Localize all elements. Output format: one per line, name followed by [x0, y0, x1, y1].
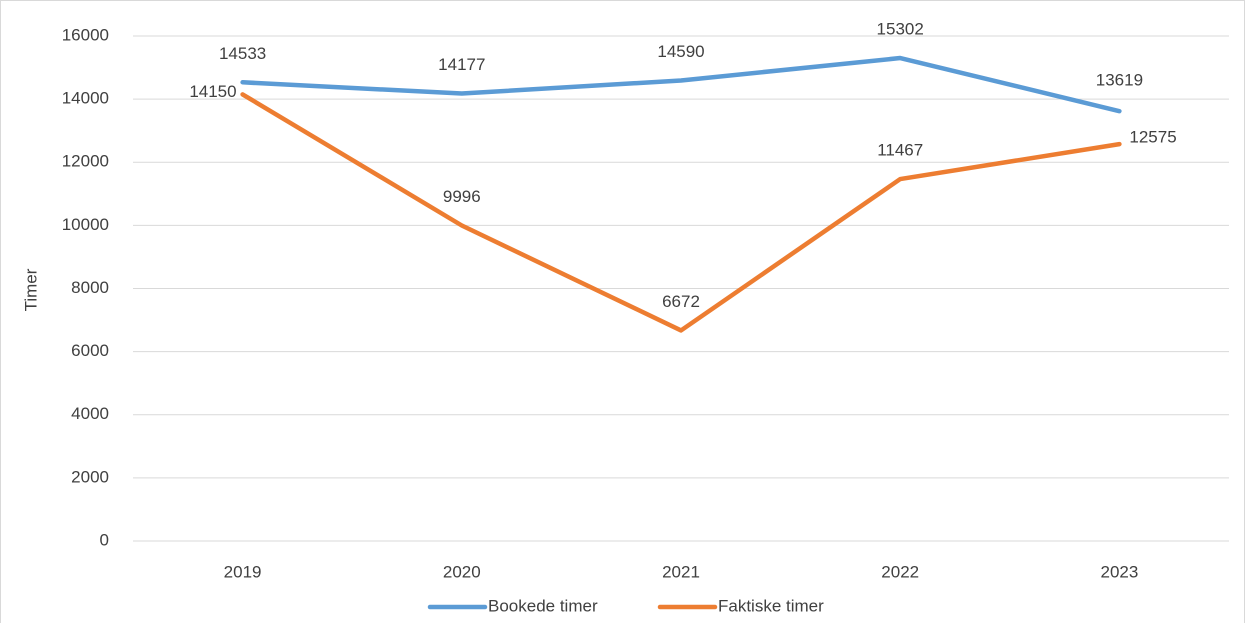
data-label: 6672 — [662, 292, 700, 311]
y-tick-label: 16000 — [62, 25, 109, 44]
data-label: 11467 — [877, 141, 923, 160]
series-line — [240, 92, 1122, 333]
data-label: 13619 — [1096, 71, 1143, 90]
data-label: 14533 — [219, 44, 266, 63]
data-label: 14590 — [657, 42, 704, 61]
y-axis-title: Timer — [21, 268, 40, 311]
x-tick-label: 2023 — [1100, 562, 1138, 581]
y-tick-label: 4000 — [71, 404, 109, 423]
y-tick-label: 0 — [100, 530, 109, 549]
legend-label: Faktiske timer — [718, 596, 824, 615]
data-label: 15302 — [877, 20, 924, 39]
x-tick-label: 2022 — [881, 562, 919, 581]
y-tick-label: 12000 — [62, 152, 109, 171]
y-tick-label: 10000 — [62, 215, 109, 234]
data-label: 9996 — [443, 187, 481, 206]
data-label: 14150 — [189, 82, 236, 101]
series-line — [240, 55, 1122, 114]
y-tick-label: 2000 — [71, 467, 109, 486]
y-tick-label: 8000 — [71, 278, 109, 297]
y-tick-label: 14000 — [62, 89, 109, 108]
y-tick-label: 6000 — [71, 341, 109, 360]
data-label: 14177 — [438, 55, 485, 74]
legend-label: Bookede timer — [488, 596, 598, 615]
data-label: 12575 — [1129, 128, 1176, 147]
x-tick-label: 2020 — [443, 562, 481, 581]
x-tick-label: 2021 — [662, 562, 700, 581]
x-tick-label: 2019 — [224, 562, 262, 581]
